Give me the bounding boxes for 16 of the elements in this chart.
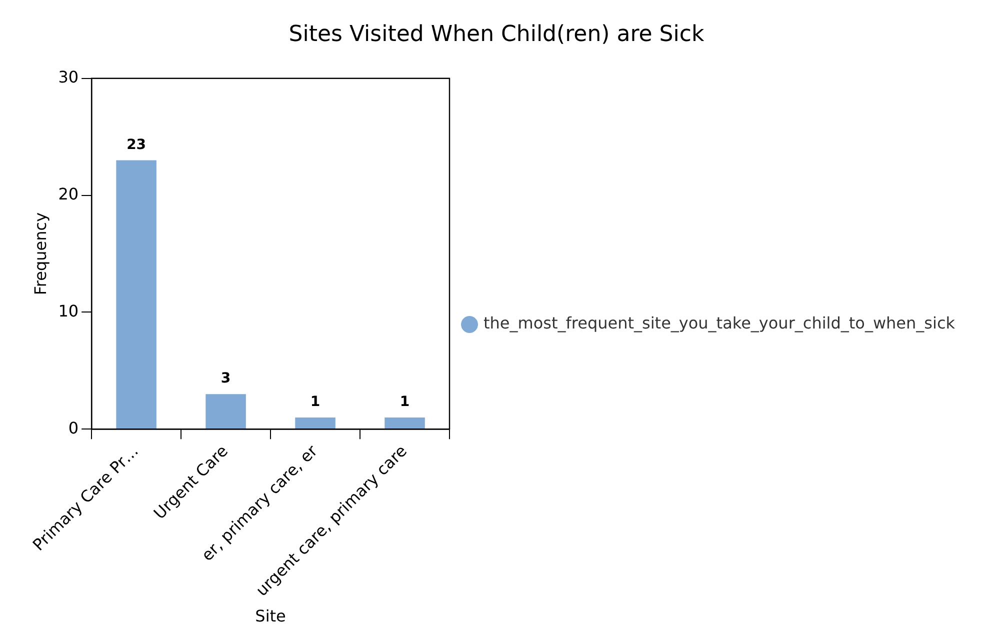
data-label: 3	[220, 370, 231, 387]
bar	[384, 417, 425, 429]
x-axis-title: Site	[255, 606, 286, 626]
data-label: 23	[126, 136, 146, 153]
data-label: 1	[310, 394, 320, 410]
y-axis-title: Frequency	[30, 212, 50, 296]
bar	[116, 160, 156, 429]
y-tick-label: 30	[58, 68, 79, 87]
legend-label: the_most_frequent_site_you_take_your_child_to_when_sick	[484, 314, 956, 333]
y-tick-label: 0	[68, 418, 79, 438]
y-tick-label: 10	[58, 301, 79, 320]
bar	[295, 417, 336, 429]
y-tick-label: 20	[58, 184, 79, 204]
bar	[206, 394, 246, 429]
data-label: 1	[400, 394, 410, 410]
text: Sites Visited When Child(ren) are Sick	[288, 22, 704, 47]
